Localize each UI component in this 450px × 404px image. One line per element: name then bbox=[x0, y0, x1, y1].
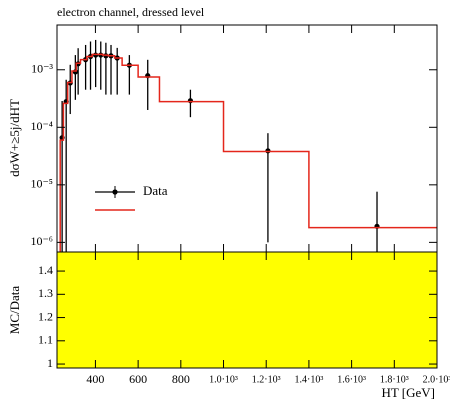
ratio-band bbox=[229, 252, 323, 368]
x-tick-label: 1.6·10³ bbox=[337, 374, 366, 385]
legend-label: Data bbox=[143, 183, 168, 198]
ratio-band bbox=[138, 252, 170, 368]
ratio-band bbox=[322, 252, 437, 368]
ratio-band bbox=[93, 252, 99, 368]
ratio-plot bbox=[57, 252, 437, 368]
ratio-band bbox=[68, 252, 74, 368]
ratio-band bbox=[123, 252, 140, 368]
ratio-y-tick-label: 1.2 bbox=[38, 309, 53, 323]
ratio-band bbox=[88, 252, 94, 368]
y-tick-label: 10⁻⁵ bbox=[30, 177, 53, 191]
ratio-frame bbox=[56, 251, 438, 369]
y-tick-label: 10⁻⁶ bbox=[30, 234, 53, 248]
ratio-band bbox=[103, 252, 109, 368]
ratio-y-tick-label: 1.3 bbox=[38, 286, 53, 300]
x-tick-label: 1.2·10³ bbox=[252, 374, 281, 385]
ratio-band bbox=[108, 252, 115, 368]
ratio-band bbox=[114, 252, 124, 368]
x-tick-label: 2.0·10³ bbox=[423, 374, 450, 385]
x-axis-label: HT [GeV] bbox=[381, 385, 435, 400]
main-plot bbox=[59, 39, 437, 252]
chart-title: electron channel, dressed level bbox=[57, 5, 205, 19]
y-tick-label: 10⁻⁴ bbox=[30, 119, 53, 133]
y-axis-label: dσW+≥5j/dHT bbox=[7, 99, 22, 177]
legend-marker bbox=[112, 189, 118, 195]
data-point bbox=[72, 69, 78, 75]
main-frame bbox=[56, 24, 438, 253]
x-tick-label: 1.0·10³ bbox=[209, 374, 238, 385]
ratio-band bbox=[76, 252, 83, 368]
ratio-band bbox=[98, 252, 104, 368]
x-tick-label: 1.8·10³ bbox=[380, 374, 409, 385]
ratio-band bbox=[169, 252, 230, 368]
mc-histogram bbox=[59, 53, 437, 252]
x-tick-label: 800 bbox=[172, 372, 190, 386]
ratio-y-tick-label: 1.1 bbox=[38, 333, 53, 347]
ratio-band bbox=[64, 252, 69, 368]
ratio-y-tick-label: 1.4 bbox=[38, 263, 53, 277]
y-tick-label: 10⁻³ bbox=[31, 62, 53, 76]
ratio-band bbox=[57, 252, 65, 368]
x-tick-label: 600 bbox=[129, 372, 147, 386]
ratio-band bbox=[81, 252, 89, 368]
ratio-axis-label: MC/Data bbox=[7, 286, 22, 335]
ratio-band bbox=[72, 252, 78, 368]
x-tick-label: 1.4·10³ bbox=[294, 374, 323, 385]
ratio-y-tick-label: 1 bbox=[47, 356, 53, 370]
x-tick-label: 400 bbox=[86, 372, 104, 386]
data-point bbox=[187, 98, 194, 104]
